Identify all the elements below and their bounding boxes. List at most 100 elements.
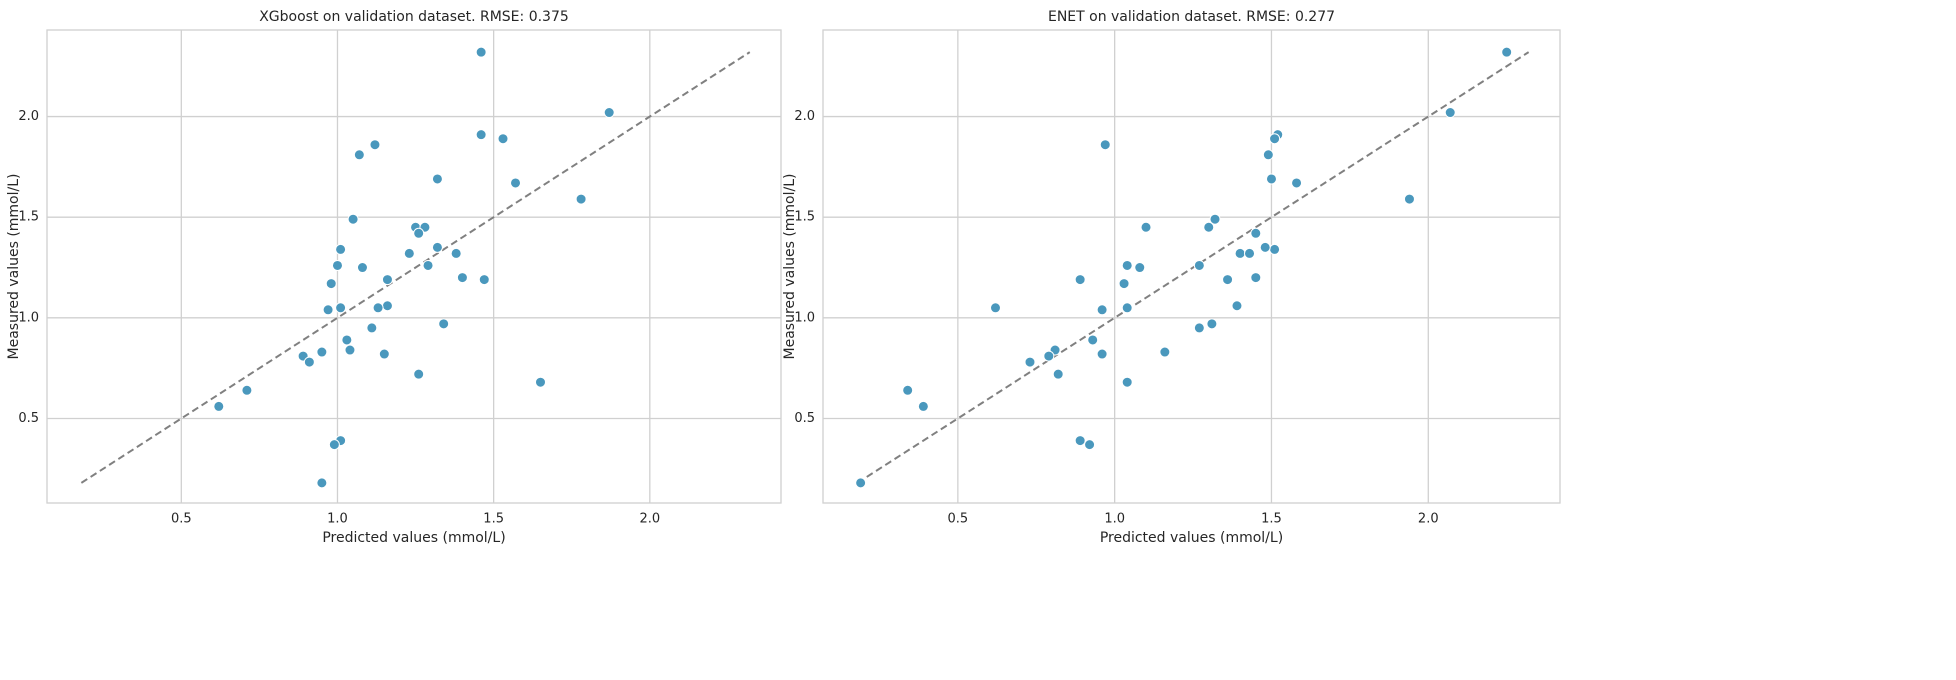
data-point xyxy=(1084,439,1096,451)
data-point xyxy=(328,439,340,451)
data-point xyxy=(1159,346,1171,358)
data-point xyxy=(1265,173,1277,185)
data-point xyxy=(341,334,353,346)
data-point xyxy=(1259,241,1271,253)
data-point xyxy=(1096,304,1108,316)
data-point xyxy=(1203,221,1215,233)
data-point xyxy=(303,356,315,368)
data-point xyxy=(478,274,490,286)
data-point xyxy=(369,139,381,151)
x-tick-label: 1.0 xyxy=(1104,512,1125,527)
data-point xyxy=(450,247,462,259)
data-point xyxy=(372,302,384,314)
data-point xyxy=(1403,193,1415,205)
data-point xyxy=(1087,334,1099,346)
chart-title: ENET on validation dataset. RMSE: 0.277 xyxy=(1048,9,1335,25)
data-point xyxy=(356,262,368,274)
data-point xyxy=(1501,46,1513,58)
data-point xyxy=(316,346,328,358)
chart-panel: 0.5 1.0 1.5 2.0 0.5 1.0 1.5 2.0 XGboost on valid… xyxy=(6,9,782,546)
x-tick-label: 2.0 xyxy=(1418,512,1439,527)
data-point xyxy=(497,133,509,145)
data-point xyxy=(510,177,522,189)
data-point xyxy=(241,384,253,396)
data-point xyxy=(438,318,450,330)
data-point xyxy=(603,107,615,119)
axes-frame xyxy=(46,29,782,504)
data-point xyxy=(1444,107,1456,119)
data-point xyxy=(1206,318,1218,330)
axes-frame xyxy=(822,29,1561,504)
data-point xyxy=(381,274,393,286)
data-point xyxy=(1043,350,1055,362)
data-point xyxy=(431,173,443,185)
data-point xyxy=(1118,278,1130,290)
data-point xyxy=(1140,221,1152,233)
data-point xyxy=(331,259,343,271)
y-tick-label: 1.0 xyxy=(18,310,39,325)
data-point xyxy=(1121,259,1133,271)
data-point xyxy=(1096,348,1108,360)
data-point xyxy=(534,376,546,388)
data-point xyxy=(335,302,347,314)
data-point xyxy=(413,227,425,239)
y-tick-label: 1.5 xyxy=(18,210,39,225)
chart-panel: 0.5 1.0 1.5 2.0 0.5 1.0 1.5 2.0 ENET on validati… xyxy=(782,9,1561,546)
x-axis-label: Predicted values (mmol/L) xyxy=(1100,530,1283,546)
data-point xyxy=(1121,376,1133,388)
data-point xyxy=(1244,247,1256,259)
data-point xyxy=(456,272,468,284)
data-point xyxy=(1074,274,1086,286)
data-point xyxy=(344,344,356,356)
data-point xyxy=(1250,272,1262,284)
data-point xyxy=(475,129,487,141)
data-point xyxy=(213,400,225,412)
y-tick-label: 1.0 xyxy=(794,310,815,325)
data-point xyxy=(325,278,337,290)
chart-title: XGboost on validation dataset. RMSE: 0.3… xyxy=(259,9,569,25)
data-point xyxy=(1024,356,1036,368)
x-axis-label: Predicted values (mmol/L) xyxy=(322,530,505,546)
data-point xyxy=(1052,368,1064,380)
data-point xyxy=(422,259,434,271)
y-axis-label: Measured values (mmol/L) xyxy=(782,174,798,360)
data-point xyxy=(917,400,929,412)
x-tick-label: 1.5 xyxy=(1261,512,1282,527)
y-tick-label: 1.5 xyxy=(794,210,815,225)
data-point xyxy=(1250,227,1262,239)
data-point xyxy=(403,247,415,259)
data-point xyxy=(413,368,425,380)
data-point xyxy=(378,348,390,360)
data-point xyxy=(347,213,359,225)
x-tick-label: 0.5 xyxy=(948,512,969,527)
data-point xyxy=(902,384,914,396)
data-point xyxy=(989,302,1001,314)
plot-area xyxy=(823,30,1560,503)
x-tick-label: 2.0 xyxy=(639,512,660,527)
data-point xyxy=(1269,133,1281,145)
data-point xyxy=(353,149,365,161)
x-tick-label: 1.0 xyxy=(327,512,348,527)
data-point xyxy=(366,322,378,334)
x-tick-label: 1.5 xyxy=(483,512,504,527)
data-point xyxy=(855,477,867,489)
data-point xyxy=(1121,302,1133,314)
data-point xyxy=(1291,177,1303,189)
y-tick-label: 0.5 xyxy=(794,411,815,426)
x-tick-label: 0.5 xyxy=(171,512,192,527)
data-point xyxy=(1074,435,1086,447)
identity-line xyxy=(856,51,1530,484)
data-point xyxy=(316,477,328,489)
data-point xyxy=(1209,213,1221,225)
data-point xyxy=(575,193,587,205)
data-point xyxy=(1134,262,1146,274)
data-point xyxy=(1099,139,1111,151)
data-point xyxy=(1222,274,1234,286)
data-point xyxy=(1234,247,1246,259)
y-axis-label: Measured values (mmol/L) xyxy=(6,174,22,360)
data-point xyxy=(475,46,487,58)
y-tick-label: 0.5 xyxy=(18,411,39,426)
y-tick-label: 2.0 xyxy=(18,109,39,124)
identity-line xyxy=(80,51,751,484)
